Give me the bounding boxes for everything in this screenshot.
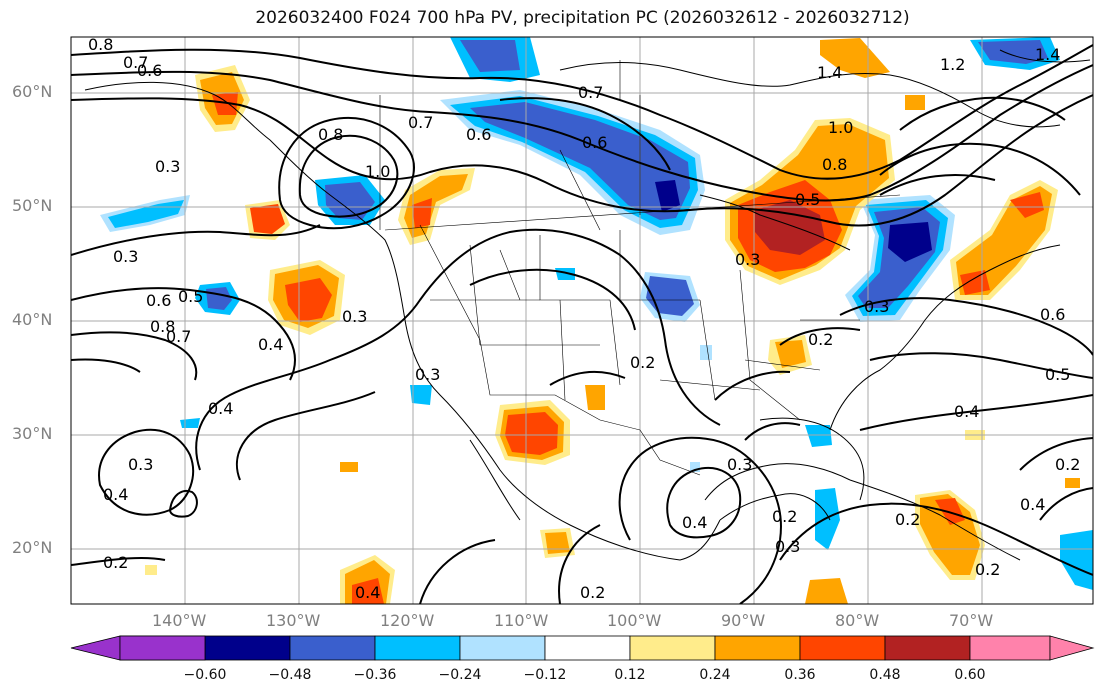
pv-label: 0.4 xyxy=(355,583,380,602)
pv-label: 0.2 xyxy=(895,510,920,529)
graticule xyxy=(71,37,1093,604)
pv-label: 0.8 xyxy=(88,35,113,54)
pv-label: 1.0 xyxy=(828,118,853,137)
colorbar-segment xyxy=(204,635,291,661)
lat-label: 60°N xyxy=(12,82,53,101)
borders xyxy=(379,60,901,476)
pv-label: 0.8 xyxy=(822,155,847,174)
lon-label: 100°W xyxy=(607,611,662,630)
pv-label: 1.2 xyxy=(940,55,965,74)
lon-label: 90°W xyxy=(721,611,766,630)
negative-pc-areas xyxy=(100,37,1093,590)
colorbar-tick: −0.48 xyxy=(268,667,312,683)
lon-label: 110°W xyxy=(494,611,549,630)
pv-label: 0.5 xyxy=(795,190,820,209)
lon-label: 70°W xyxy=(949,611,994,630)
pv-label: 1.4 xyxy=(1035,45,1060,64)
colorbar-tick: −0.24 xyxy=(438,667,482,683)
pv-label: 0.2 xyxy=(580,583,605,602)
lat-label: 50°N xyxy=(12,196,53,215)
pv-contours xyxy=(71,44,1093,604)
pv-label: 0.3 xyxy=(342,307,367,326)
colorbar-segment xyxy=(714,635,801,661)
colorbar-tick: 0.24 xyxy=(699,667,731,683)
pv-label: 0.3 xyxy=(128,455,153,474)
pv-label: 0.3 xyxy=(735,250,760,269)
colorbar-tick: 0.60 xyxy=(954,667,986,683)
colorbar-segment xyxy=(289,635,376,661)
pv-label: 0.6 xyxy=(146,291,171,310)
map-title: 2026032400 F024 700 hPa PV, precipitatio… xyxy=(255,8,910,28)
pv-label: 0.4 xyxy=(682,513,707,532)
pv-label: 0.4 xyxy=(208,399,233,418)
colorbar-tick: −0.60 xyxy=(183,667,227,683)
colorbar-tick: −0.12 xyxy=(523,667,567,683)
lon-label: 80°W xyxy=(835,611,880,630)
pv-label: 0.4 xyxy=(954,402,979,421)
lat-label: 20°N xyxy=(12,538,53,557)
pv-contour-labels: 0.8 0.7 0.6 0.3 0.8 1.0 0.7 0.6 0.7 0.6 … xyxy=(88,35,1080,602)
pv-label: 0.5 xyxy=(1045,365,1070,384)
pv-label: 0.4 xyxy=(1020,495,1045,514)
pv-label: 0.5 xyxy=(178,287,203,306)
pv-label: 1.4 xyxy=(817,63,842,82)
pv-label: 0.3 xyxy=(155,157,180,176)
pv-label: 0.7 xyxy=(578,83,603,102)
lon-label: 140°W xyxy=(152,611,207,630)
colorbar-segment xyxy=(1049,635,1095,661)
pv-label: 0.4 xyxy=(103,485,128,504)
colorbar-segment xyxy=(544,635,631,661)
pv-label: 1.0 xyxy=(365,162,390,181)
colorbar-segment xyxy=(70,635,121,661)
pv-label: 0.6 xyxy=(466,125,491,144)
colorbar-tick: 0.12 xyxy=(614,667,646,683)
pv-label: 0.3 xyxy=(415,365,440,384)
pv-label: 0.4 xyxy=(258,335,283,354)
pv-label: 0.2 xyxy=(630,353,655,372)
lon-label: 120°W xyxy=(380,611,435,630)
positive-pc-areas xyxy=(145,38,1080,604)
pv-label: 0.7 xyxy=(166,327,191,346)
colorbar-segment xyxy=(459,635,546,661)
pv-label: 0.2 xyxy=(808,330,833,349)
colorbar-segment xyxy=(119,635,206,661)
pv-label: 0.8 xyxy=(318,125,343,144)
pv-label: 0.3 xyxy=(775,537,800,556)
colorbar-segment xyxy=(374,635,461,661)
colorbar-tick: 0.48 xyxy=(869,667,901,683)
colorbar xyxy=(70,635,1095,661)
pv-label: 0.2 xyxy=(975,560,1000,579)
pv-label: 0.3 xyxy=(727,455,752,474)
pv-label: 0.8 xyxy=(150,317,175,336)
colorbar-tick: −0.36 xyxy=(353,667,397,683)
pv-label: 0.2 xyxy=(772,507,797,526)
pv-label: 0.2 xyxy=(1055,455,1080,474)
colorbar-segment xyxy=(799,635,886,661)
pv-label: 0.7 xyxy=(123,53,148,72)
pv-label: 0.3 xyxy=(864,297,889,316)
pv-label: 0.2 xyxy=(103,553,128,572)
colorbar-tick: 0.36 xyxy=(784,667,816,683)
pv-label: 0.6 xyxy=(582,133,607,152)
pv-label: 0.7 xyxy=(408,113,433,132)
colorbar-segment xyxy=(969,635,1051,661)
pv-label: 0.6 xyxy=(1040,305,1065,324)
lat-label: 30°N xyxy=(12,424,53,443)
colorbar-segment xyxy=(629,635,716,661)
map-frame xyxy=(70,36,1094,605)
lon-label: 130°W xyxy=(266,611,321,630)
lat-label: 40°N xyxy=(12,310,53,329)
colorbar-segment xyxy=(884,635,971,661)
pv-label: 0.6 xyxy=(137,61,162,80)
pv-label: 0.3 xyxy=(113,247,138,266)
